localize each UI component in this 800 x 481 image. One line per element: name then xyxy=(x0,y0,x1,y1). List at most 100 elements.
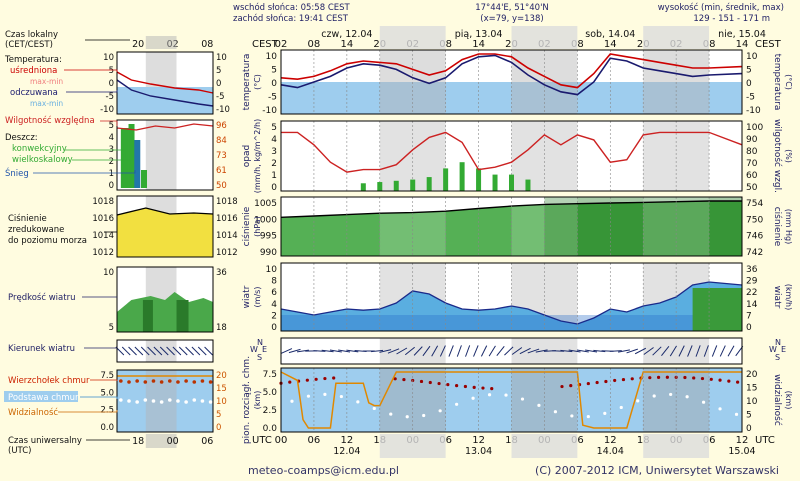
wind-arrow xyxy=(422,345,431,357)
legend-tick-right: 50 xyxy=(216,181,227,191)
y-tick-right: 0 xyxy=(746,424,752,434)
legend-cloud-base-dot xyxy=(208,400,213,404)
legend-axis-band xyxy=(145,36,177,49)
day-label-bottom: 12.04 xyxy=(333,446,360,457)
bottom-hour-tick: 12 xyxy=(472,435,485,446)
legend-tick-left: 2 xyxy=(109,157,114,167)
panel-frame xyxy=(280,337,743,365)
cloud-base-dot xyxy=(471,396,475,400)
temp-series-line xyxy=(280,54,743,96)
legend-pressure-label-1: Ciśnienie xyxy=(8,213,47,224)
rain-bar xyxy=(525,179,531,191)
cloud-base-dot xyxy=(636,399,640,403)
legend-tick-right: 36 xyxy=(216,268,227,278)
wind-arrow xyxy=(496,345,505,357)
main-area: CESTCESTUTCUTC02081420020814200208142002… xyxy=(241,26,793,458)
wind-arrow xyxy=(456,345,462,357)
cloud-top-dot xyxy=(700,376,705,381)
legend-tick-right: 73 xyxy=(216,151,227,161)
compass-s-right: S xyxy=(775,353,780,362)
legend-connector xyxy=(58,410,118,413)
day-label-top: sob, 14.04 xyxy=(585,29,635,40)
legend-pressure: 1018 1016 1014 1012 1018 1016 1014 1012 xyxy=(92,195,238,258)
wind-arrow xyxy=(313,350,326,352)
top-hour-tick: 14 xyxy=(340,39,353,50)
legend-connector xyxy=(33,170,136,174)
day-label-bottom: 13.04 xyxy=(465,446,492,457)
legend-visibility-label: Widzialność xyxy=(8,407,58,418)
legend-tick-left: 7.5 xyxy=(100,371,114,381)
cloud-base-dot xyxy=(290,399,294,403)
cloud-top-dot xyxy=(586,381,590,386)
cloud-top-dot xyxy=(613,378,617,383)
y-tick-right: 60 xyxy=(746,171,758,181)
legend-panel-bg xyxy=(117,370,213,432)
y-tick-right: 22 xyxy=(746,288,757,298)
legend-utc-tick: 18 xyxy=(132,436,144,447)
legend-cloud-top-dot xyxy=(127,380,131,384)
legend-tick-right: 5 xyxy=(216,410,221,420)
legend-panel-frame xyxy=(116,339,214,363)
compass-e: E xyxy=(262,345,267,354)
legend-tick-left: 5 xyxy=(109,323,114,333)
y-tick-right: -5 xyxy=(746,93,755,103)
altitude-values: 129 - 151 - 171 m xyxy=(693,14,770,24)
wind-arrow xyxy=(560,349,573,353)
wind-arrow xyxy=(703,345,709,357)
bottom-hour-tick: 12 xyxy=(736,435,749,446)
wind-arrow xyxy=(585,349,598,353)
panel-unit: (mm/h, kg/m^2/h) xyxy=(253,119,262,193)
legend-tick-left: 2.5 xyxy=(100,406,114,416)
cloud-top-dot xyxy=(402,377,406,382)
day-label-top: nie, 15.04 xyxy=(718,29,766,40)
legend-snow-label: Śnieg xyxy=(5,167,29,179)
cloud-top-dot xyxy=(463,384,467,389)
panel-ylabel: temperatura xyxy=(242,54,252,111)
bottom-hour-tick: 00 xyxy=(275,435,288,446)
humidity-line xyxy=(281,131,743,173)
legend-tick-right: 1016 xyxy=(216,214,238,224)
y-tick-left: 2 xyxy=(271,311,277,321)
cloud-base-dot xyxy=(685,395,689,399)
footer-email[interactable]: meteo-coamps@icm.edu.pl xyxy=(248,464,399,477)
legend-connector xyxy=(72,159,131,164)
wind-arrow xyxy=(719,345,726,357)
wind-arrow xyxy=(661,345,670,357)
panel-frame xyxy=(280,367,743,433)
legend-temperature-label: Temperatura: xyxy=(4,55,62,65)
legend-panel-frame xyxy=(116,369,214,433)
y-tick-left: 5 xyxy=(271,66,277,76)
legend-cloud-base-dot xyxy=(127,399,131,403)
legend-temp-felt xyxy=(116,79,214,107)
legend-temp-avg xyxy=(116,71,214,94)
y-tick-right: 5 xyxy=(746,411,752,421)
night-stripe xyxy=(379,338,446,364)
legend-cloud-base-dot xyxy=(151,399,156,403)
legend-tick-left: 1 xyxy=(109,169,114,179)
axis-night-band xyxy=(379,26,446,49)
sunrise-text: wschód słońca: 05:58 CEST xyxy=(233,2,351,13)
legend-wind-arrow xyxy=(204,346,213,356)
cloud-top-dot xyxy=(288,380,292,384)
legend-cloud-top-dot xyxy=(159,380,164,384)
cloud-base-dot xyxy=(339,394,343,399)
cloud-top-dot xyxy=(560,384,564,389)
cloud-top-dot xyxy=(604,379,608,384)
y-tick-left: 0 xyxy=(271,323,277,333)
cloud-base-dot xyxy=(553,410,558,414)
cloud-top-dot xyxy=(718,378,722,382)
legend-cloud-top-dot xyxy=(184,379,188,383)
legend-night-stripe xyxy=(145,120,177,190)
cloud-base-dot xyxy=(603,411,607,415)
wind-arrow xyxy=(609,350,622,352)
legend-tick-right: -5 xyxy=(216,92,224,102)
wind-arrow xyxy=(711,345,718,357)
legend-rain-bar xyxy=(128,124,135,188)
y-tick-left: 8 xyxy=(271,277,277,287)
altitude-label: wysokość (min, średnik, max) xyxy=(658,2,784,13)
legend-pressure-label-3: do poziomu morza xyxy=(8,236,87,246)
y-tick-left: 6 xyxy=(271,288,277,298)
y-tick-right: 742 xyxy=(746,248,763,258)
legend-tick-left: 1014 xyxy=(92,231,114,241)
panel-frame xyxy=(280,49,743,115)
